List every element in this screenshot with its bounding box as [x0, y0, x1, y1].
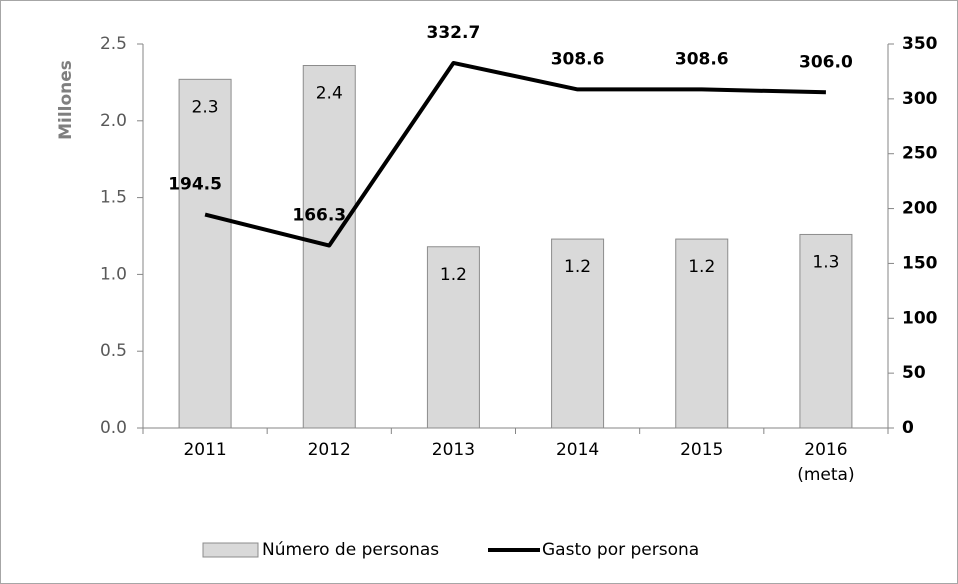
y2-tick-label: 100	[902, 308, 938, 328]
bar	[426, 246, 480, 429]
bar-value-label: 1.2	[564, 257, 591, 277]
y2-tick-label: 300	[902, 89, 938, 109]
line-value-label: 306.0	[799, 52, 853, 72]
line-value-label: 194.5	[168, 175, 222, 195]
y-tick-label: 2.0	[100, 111, 127, 131]
legend-label: Gasto por persona	[542, 540, 699, 560]
y2-tick-label: 150	[902, 253, 938, 273]
x-tick-label: 2016 (meta)	[797, 440, 855, 485]
y-tick-label: 1.0	[100, 264, 127, 284]
y2-tick-label: 0	[902, 418, 914, 438]
legend-label: Número de personas	[262, 540, 439, 560]
line-value-label: 308.6	[675, 49, 729, 69]
x-tick-label: 2012	[307, 440, 351, 460]
bar-value-label: 2.4	[316, 84, 343, 104]
line-value-label: 332.7	[427, 23, 481, 43]
y2-tick-label: 250	[902, 144, 938, 164]
y2-tick-label: 350	[902, 34, 938, 54]
y-axis-title: Millones	[56, 60, 76, 140]
legend-swatch	[202, 542, 259, 558]
bar	[551, 238, 605, 429]
x-tick-label: 2015	[680, 440, 724, 460]
y2-tick-label: 200	[902, 199, 938, 219]
x-tick-label: 2011	[183, 440, 227, 460]
bar-value-label: 1.2	[440, 265, 467, 285]
bar	[675, 238, 729, 429]
y-tick-label: 0.0	[100, 418, 127, 438]
bar-value-label: 2.3	[192, 97, 219, 117]
y-tick-label: 1.5	[100, 188, 127, 208]
x-tick-label: 2014	[555, 440, 600, 460]
y2-tick-label: 50	[902, 363, 926, 383]
y-tick-label: 0.5	[100, 341, 127, 361]
bar	[799, 233, 853, 429]
bar-value-label: 1.3	[812, 252, 839, 272]
line	[204, 60, 826, 248]
bar-value-label: 1.2	[688, 257, 715, 277]
line-value-label: 166.3	[292, 206, 346, 226]
line-value-label: 308.6	[551, 49, 605, 69]
x-tick-label: 2013	[431, 440, 476, 460]
y-tick-label: 2.5	[100, 34, 127, 54]
bar	[178, 78, 232, 429]
